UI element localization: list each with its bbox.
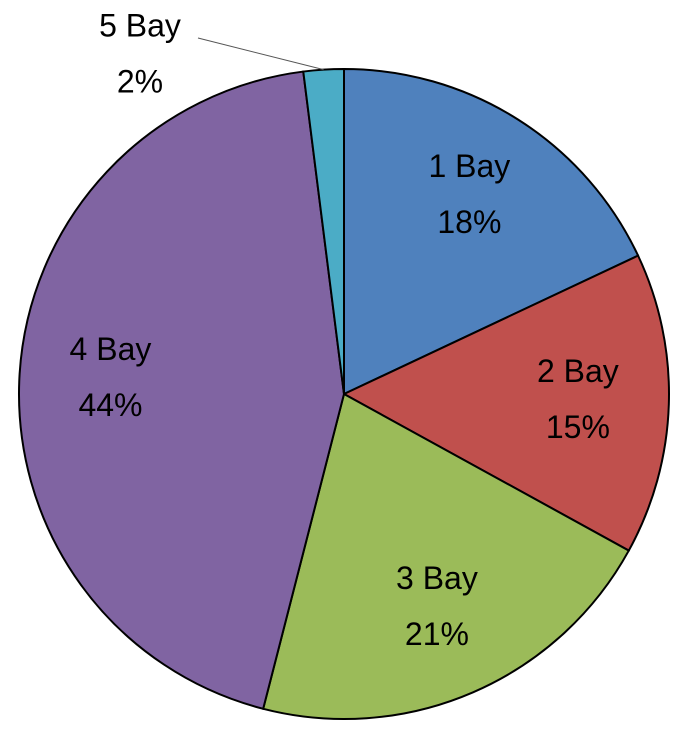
pie-slice xyxy=(343,67,640,396)
slice-category-label: 1 Bay xyxy=(428,148,510,184)
pie-slice xyxy=(18,70,346,711)
slice-value-label: 18% xyxy=(437,204,501,240)
slice-value-label: 2% xyxy=(117,63,163,99)
slice-value-label: 15% xyxy=(546,409,610,445)
slice-category-label: 3 Bay xyxy=(396,560,478,596)
pie-slice xyxy=(341,254,670,552)
pie-slice xyxy=(261,392,631,720)
slice-category-label: 2 Bay xyxy=(537,353,619,389)
slice-category-label: 4 Bay xyxy=(70,331,152,367)
pie-slice xyxy=(302,67,345,395)
slice-category-label: 5 Bay xyxy=(99,7,181,43)
leader-line xyxy=(197,37,324,71)
slice-value-label: 44% xyxy=(78,387,142,423)
slice-value-label: 21% xyxy=(405,616,469,652)
